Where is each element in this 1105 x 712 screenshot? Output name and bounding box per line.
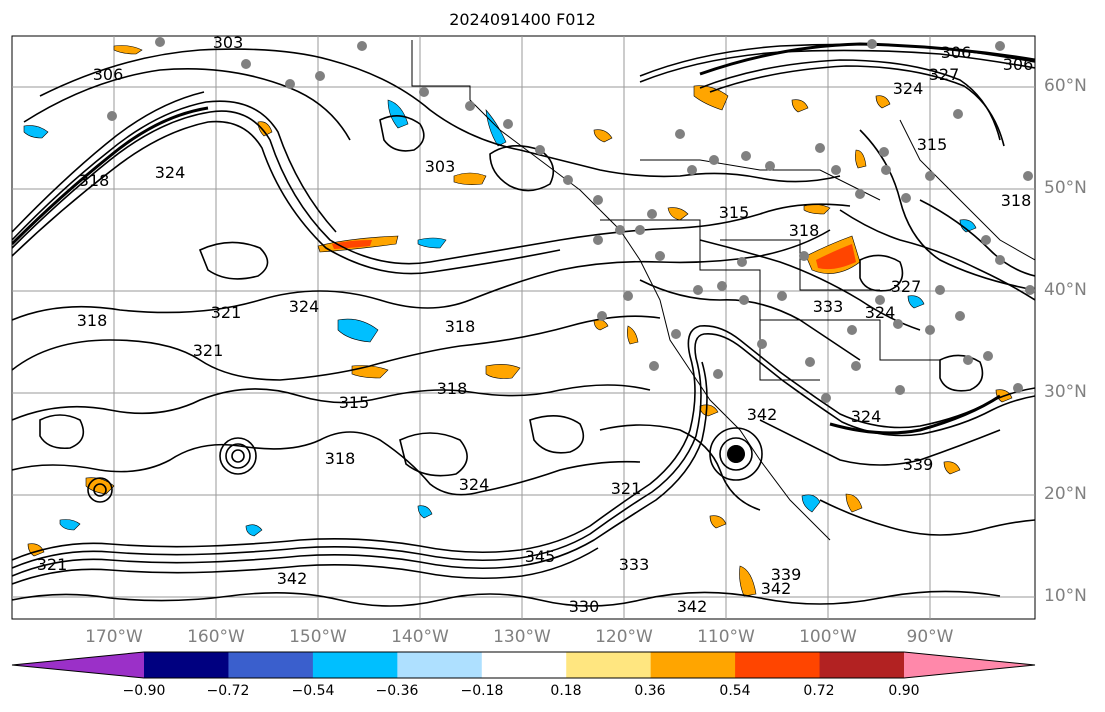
colorbar-segment xyxy=(12,652,144,678)
colorbar-tick-label: 0.72 xyxy=(803,683,835,699)
contour-label: 327 xyxy=(891,277,922,296)
contour-label: 321 xyxy=(211,303,242,322)
lon-label: 140°W xyxy=(391,627,449,647)
contour-label: 315 xyxy=(339,393,370,412)
contour-label: 324 xyxy=(459,475,490,494)
colorbar-segment xyxy=(566,652,652,678)
lat-label: 60°N xyxy=(1044,76,1087,96)
lat-label: 40°N xyxy=(1044,280,1087,300)
contour-label: 321 xyxy=(611,479,642,498)
contour-label: 306 xyxy=(1003,55,1034,74)
colorbar-tick-label: −0.54 xyxy=(291,683,335,699)
contour-label: 342 xyxy=(277,569,308,588)
contour-label: 321 xyxy=(193,341,224,360)
contour-label: 321 xyxy=(37,555,68,574)
lon-label: 150°W xyxy=(289,627,347,647)
colorbar-outline xyxy=(11,651,1036,679)
colorbar-segment xyxy=(819,652,905,678)
colorbar-segment xyxy=(904,652,1035,678)
contour-label: 318 xyxy=(79,171,110,190)
lon-label: 110°W xyxy=(697,627,755,647)
contour-label: 318 xyxy=(445,317,476,336)
contour-label: 330 xyxy=(569,597,600,616)
contour-label: 345 xyxy=(525,547,556,566)
lon-label: 90°W xyxy=(906,627,954,647)
colorbar-segment xyxy=(228,652,314,678)
contour-label: 306 xyxy=(941,43,972,62)
colorbar xyxy=(11,651,1036,679)
lat-label: 50°N xyxy=(1044,178,1087,198)
contour-label: 324 xyxy=(851,407,882,426)
colorbar-segment xyxy=(481,652,567,678)
contour-label: 318 xyxy=(325,449,356,468)
colorbar-tick-label: 0.36 xyxy=(634,683,666,699)
contour-label: 324 xyxy=(893,79,924,98)
lon-label: 160°W xyxy=(187,627,245,647)
contour-label: 318 xyxy=(437,379,468,398)
filled-anomalies xyxy=(23,45,1013,597)
heavy-contours xyxy=(12,42,1035,435)
contour-label: 315 xyxy=(719,203,750,222)
colorbar-tick-label: 0.54 xyxy=(719,683,751,699)
colorbar-segment xyxy=(144,652,229,678)
map-title: 2024091400 F012 xyxy=(449,10,596,29)
contour-label: 303 xyxy=(425,157,456,176)
lon-label: 130°W xyxy=(493,627,551,647)
colorbar-tick-label: −0.36 xyxy=(375,683,419,699)
colorbar-tick-label: 0.90 xyxy=(888,683,920,699)
contour-label: 339 xyxy=(903,455,934,474)
contour-label: 339 xyxy=(771,565,802,584)
contour-label-group: 303 306 306 306 327 324 315 318 321 324 … xyxy=(37,33,1034,616)
lon-label: 100°W xyxy=(799,627,857,647)
colorbar-segment xyxy=(312,652,398,678)
colorbar-segment xyxy=(397,652,483,678)
colorbar-segment xyxy=(735,652,821,678)
colorbar-tick-label: −0.90 xyxy=(122,683,166,699)
contour-label: 318 xyxy=(789,221,820,240)
contour-label: 318 xyxy=(77,311,108,330)
contour-label: 303 xyxy=(213,33,244,52)
contour-lines xyxy=(12,43,1035,607)
contour-label: 306 xyxy=(93,65,124,84)
contour-label: 324 xyxy=(155,163,186,182)
contour-label: 342 xyxy=(747,405,778,424)
contour-label: 333 xyxy=(813,297,844,316)
map-frame xyxy=(11,35,1036,620)
contour-label: 333 xyxy=(619,555,650,574)
contour-label: 342 xyxy=(761,579,792,598)
lon-label: 170°W xyxy=(85,627,143,647)
lat-label: 30°N xyxy=(1044,382,1087,402)
contour-label: 324 xyxy=(289,297,320,316)
tropical-low xyxy=(727,445,745,463)
colorbar-segment xyxy=(650,652,736,678)
colorbar-tick-label: −0.18 xyxy=(460,683,504,699)
lat-label: 20°N xyxy=(1044,484,1087,504)
station-dots xyxy=(107,37,1035,403)
contour-label: 315 xyxy=(917,135,948,154)
colorbar-tick-label: 0.18 xyxy=(550,683,582,699)
contour-label: 318 xyxy=(1001,191,1032,210)
contour-label: 342 xyxy=(677,597,708,616)
contour-label: 324 xyxy=(865,303,896,322)
lat-label: 10°N xyxy=(1044,586,1087,606)
contour-label: 327 xyxy=(929,65,960,84)
lon-label: 120°W xyxy=(595,627,653,647)
colorbar-tick-label: −0.72 xyxy=(206,683,250,699)
